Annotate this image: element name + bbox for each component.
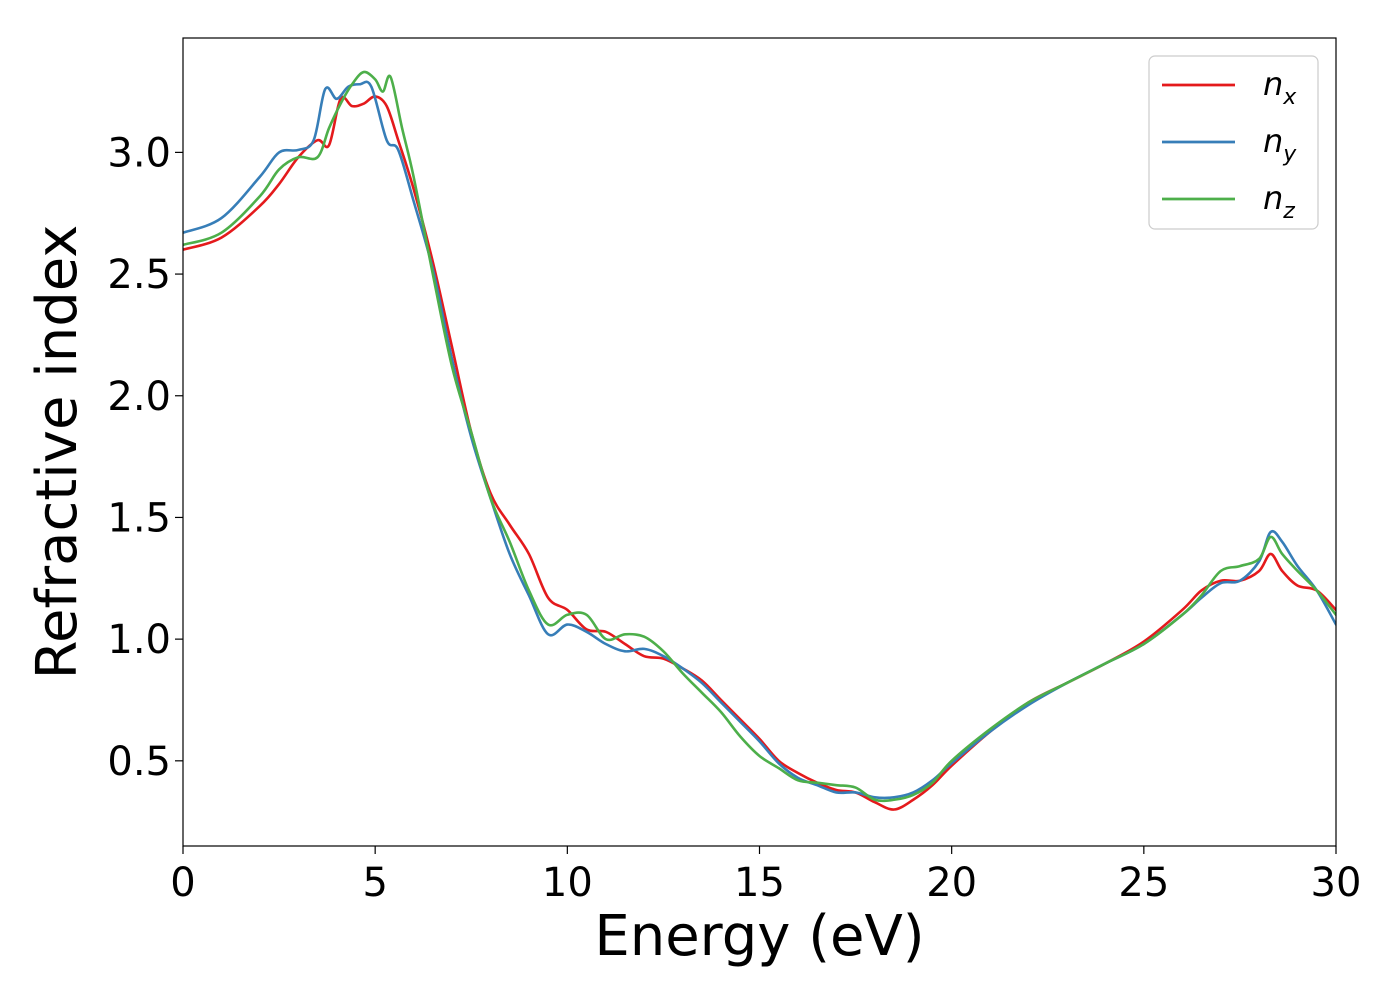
y-tick-label: 0.5 <box>107 739 171 785</box>
x-tick-label: 0 <box>170 860 195 906</box>
series-line-nz <box>183 70 1336 803</box>
x-tick-label: 10 <box>542 860 593 906</box>
y-tick-label: 3.0 <box>107 130 171 176</box>
x-tick-label: 30 <box>1311 860 1362 906</box>
legend-label-ny: ny <box>1263 122 1297 167</box>
legend: nx ny nz <box>1148 55 1319 230</box>
y-tick-label: 1.5 <box>107 495 171 541</box>
series-layer <box>183 70 1336 811</box>
legend-label-nx: nx <box>1263 65 1297 110</box>
y-tick-label: 2.0 <box>107 374 171 420</box>
axes-layer: 0 5 10 15 20 25 30 0.5 1.0 1.5 2.0 2.5 3.0 <box>107 37 1362 906</box>
legend-label-nz: nz <box>1263 179 1295 224</box>
y-tick-label: 2.5 <box>107 252 171 298</box>
x-axis-title: Energy (eV) <box>594 904 924 969</box>
y-tick-label: 1.0 <box>107 617 171 663</box>
x-tick-label: 5 <box>362 860 387 906</box>
x-tick-label: 25 <box>1118 860 1169 906</box>
y-axis-title: Refractive index <box>25 225 90 680</box>
x-tick-label: 20 <box>926 860 977 906</box>
x-tick-label: 15 <box>734 860 785 906</box>
series-line-nx <box>183 95 1336 811</box>
